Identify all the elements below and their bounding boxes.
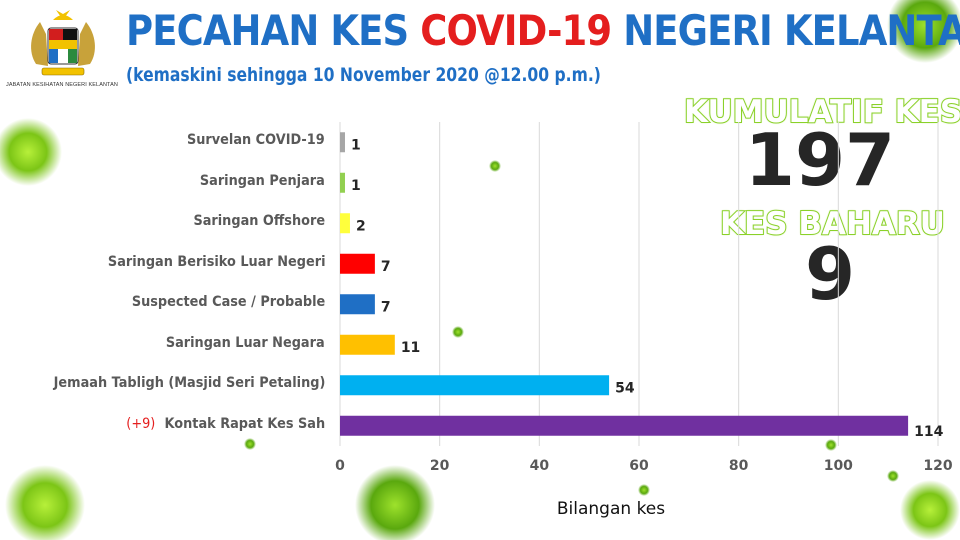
virus-blob-icon	[900, 480, 960, 540]
virus-blob-icon	[887, 0, 960, 63]
virus-dot-icon	[638, 484, 650, 496]
virus-blob-icon	[355, 465, 435, 540]
logo-caption: JABATAN KESIHATAN NEGERI KELANTAN	[6, 82, 118, 88]
category-text: Survelan COVID-19	[187, 132, 325, 149]
bar	[340, 172, 345, 193]
bar	[340, 213, 350, 234]
bar	[340, 334, 395, 355]
page-title: PECAHAN KES COVID-19 NEGERI KELANTAN	[126, 6, 960, 55]
bar	[340, 415, 909, 436]
coat-of-arms-logo	[31, 10, 95, 76]
bar	[340, 375, 610, 396]
category-label: Saringan Penjara	[200, 173, 325, 189]
category-text: Jemaah Tabligh (Masjid Seri Petaling)	[53, 375, 325, 392]
category-text: Saringan Luar Negara	[166, 334, 325, 351]
virus-blob-icon	[0, 118, 62, 186]
category-label: Saringan Berisiko Luar Negeri	[107, 254, 325, 270]
cumulative-label: KUMULATIF KES	[683, 93, 960, 131]
x-tick-label: 100	[824, 458, 853, 474]
bar	[340, 132, 345, 153]
virus-blob-icon	[5, 465, 85, 540]
title-part-3: NEGERI KELANTAN	[611, 6, 960, 55]
data-label: 114	[914, 424, 943, 440]
bar	[340, 294, 375, 315]
new-cases-value: 9	[804, 232, 856, 316]
x-tick-label: 80	[729, 458, 749, 474]
virus-dot-icon	[825, 439, 837, 451]
title-part-2: COVID-19	[420, 6, 612, 55]
category-label: Suspected Case / Probable	[132, 294, 325, 310]
category-label: Survelan COVID-19	[187, 132, 325, 148]
cumulative-value: 197	[744, 118, 896, 202]
category-text: Saringan Penjara	[200, 172, 325, 189]
data-label: 11	[401, 340, 420, 356]
category-label: Saringan Luar Negara	[166, 335, 325, 351]
data-label: 2	[356, 218, 366, 234]
virus-dot-icon	[887, 470, 899, 482]
x-axis-label: Bilangan kes	[557, 499, 665, 519]
title-part-1: PECAHAN KES	[126, 6, 421, 55]
virus-dot-icon	[244, 438, 256, 450]
page-subtitle: (kemaskini sehingga 10 November 2020 @12…	[126, 64, 601, 86]
data-label: 1	[351, 137, 361, 153]
category-prefix: (+9)	[126, 415, 156, 432]
category-label: Jemaah Tabligh (Masjid Seri Petaling)	[53, 375, 325, 391]
category-label: (+9) Kontak Rapat Kes Sah	[126, 416, 325, 432]
category-text: Kontak Rapat Kes Sah	[164, 415, 325, 432]
data-label: 1	[351, 178, 361, 194]
x-tick-label: 20	[430, 458, 450, 474]
new-cases-label: KES BAHARU	[719, 205, 946, 243]
category-text: Saringan Offshore	[193, 213, 325, 230]
category-text: Suspected Case / Probable	[131, 294, 325, 311]
bar	[340, 253, 375, 274]
x-tick-label: 120	[923, 458, 952, 474]
data-label: 7	[381, 259, 391, 275]
x-tick-label: 60	[629, 458, 649, 474]
virus-dot-icon	[452, 326, 464, 338]
category-text: Saringan Berisiko Luar Negeri	[107, 253, 325, 270]
data-label: 7	[381, 299, 391, 315]
x-tick-label: 40	[530, 458, 550, 474]
category-label: Saringan Offshore	[193, 213, 325, 229]
data-label: 54	[615, 380, 635, 396]
virus-dot-icon	[489, 160, 501, 172]
x-tick-label: 0	[335, 458, 345, 474]
